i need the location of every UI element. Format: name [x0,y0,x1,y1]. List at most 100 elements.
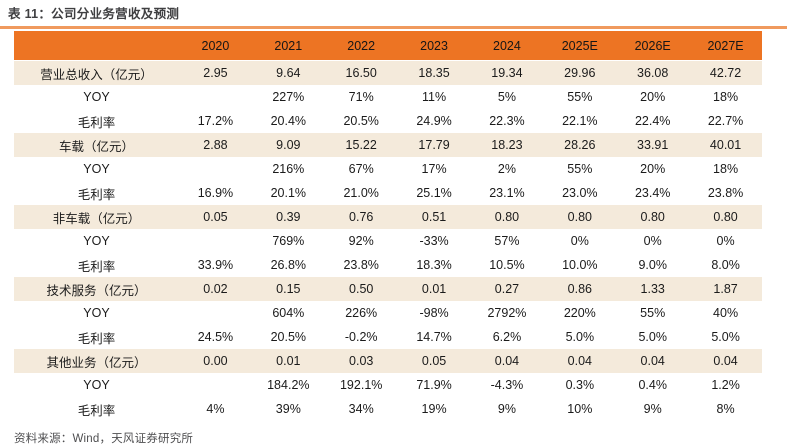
value-cell: 0.15 [251,277,325,301]
value-cell: 71.9% [416,378,452,392]
value-cell: 22.3% [489,114,525,128]
value-cell: 2792% [487,306,527,320]
value-cell: 23.1% [489,186,525,200]
value-cell: 55% [640,306,666,320]
value-cell: 23.8% [707,186,744,200]
row-label: 营业总收入（亿元） [14,60,179,85]
value-cell: 14.7% [416,330,452,344]
value-cell: 216% [272,162,305,176]
value-cell: 20.5% [343,114,379,128]
table-title: 表 11：公司分业务营收及预测 [8,7,180,21]
value-cell: 0.51 [397,205,471,229]
value-cell: 5.0% [565,330,595,344]
value-cell: 10.0% [562,258,598,272]
year-header-cell: 2021 [251,31,325,61]
value-cell: 0% [643,234,662,248]
year-header-cell: 2020 [179,31,252,61]
table-row: YOY 184.2% 192.1% 71.9% -4.3% 0.3% 0.4% 1.2% [14,373,762,397]
value-cell: 220% [563,306,596,320]
table-row: 毛利率 24.5% 20.5% -0.2% 14.7% 6.2% 5.0% 5.0% 5.0% [14,325,762,349]
table-row: 毛利率 17.2% 20.4% 20.5% 24.9% 22.3% 22.1% 22.4% 22… [14,109,762,133]
value-cell: 25.1% [416,186,452,200]
value-cell: 42.72 [689,60,762,85]
value-cell: 0.03 [324,349,398,373]
value-cell: 23.0% [562,186,598,200]
year-header-cell: 2023 [397,31,471,61]
value-cell: 20.5% [270,330,307,344]
value-cell: 0.39 [251,205,325,229]
value-cell: 0.02 [179,277,252,301]
value-cell: 769% [272,234,305,248]
value-cell: 0% [570,234,589,248]
value-cell: 2.88 [179,133,252,157]
value-cell: 0.01 [397,277,471,301]
value-cell: 17% [421,162,447,176]
forecast-table: 2020 2021 2022 2023 2024 2025E 2026E 2027E 营业总收… [14,31,762,421]
value-cell: 92% [348,234,374,248]
table-row: YOY 769% 92% -33% 57% 0% 0% 0% [14,229,762,253]
row-label: 毛利率 [77,259,116,274]
value-cell: 0.04 [616,349,690,373]
value-cell: 29.96 [543,60,617,85]
value-cell: 5% [497,90,516,104]
value-cell: 0.80 [616,205,690,229]
value-cell: 57% [494,234,520,248]
value-cell: 0.80 [543,205,617,229]
value-cell: 0.4% [638,378,667,392]
table-row: YOY 216% 67% 17% 2% 55% 20% 18% [14,157,762,181]
value-cell: 0.04 [470,349,544,373]
value-cell: 184.2% [267,378,310,392]
header-row: 2020 2021 2022 2023 2024 2025E 2026E 2027E [14,31,762,61]
value-cell: 18.3% [416,258,452,272]
source-note: 资料来源：Wind，天风证券研究所 [14,433,194,445]
value-cell [179,229,252,253]
value-cell: 67% [348,162,374,176]
year-header-cell: 2026E [616,31,690,61]
value-cell: 16.50 [324,60,398,85]
value-cell: 24.5% [197,330,234,344]
value-cell: 0.50 [324,277,398,301]
row-label: 其他业务（亿元） [14,349,179,373]
value-cell: 18% [713,162,739,176]
value-cell: 0.00 [179,349,252,373]
value-cell: -0.2% [344,330,378,344]
value-cell: 20% [640,90,666,104]
value-cell: 11% [422,90,447,104]
value-cell: 34% [348,402,374,416]
table-row: 非车载（亿元） 0.05 0.39 0.76 0.51 0.80 0.80 0.80 0.80 [14,205,762,229]
value-cell: 17.79 [397,133,471,157]
row-label: 毛利率 [77,115,116,130]
value-cell: 18.35 [397,60,471,85]
value-cell: 604% [272,306,305,320]
value-cell: 19% [421,402,447,416]
value-cell: 15.22 [324,133,398,157]
value-cell [179,373,252,397]
row-label: YOY [83,378,110,392]
row-label: YOY [83,234,110,248]
value-cell: 55% [567,90,593,104]
value-cell: 24.9% [416,114,452,128]
value-cell: 16.9% [197,186,234,200]
table-row: 营业总收入（亿元） 2.95 9.64 16.50 18.35 19.34 29.96 36.… [14,60,762,85]
value-cell: 227% [272,90,305,104]
value-cell: 21.0% [343,186,379,200]
value-cell: 23.4% [634,186,671,200]
value-cell: 28.26 [543,133,617,157]
value-cell: 26.8% [270,258,307,272]
value-cell: 9.0% [638,258,667,272]
table-header: 2020 2021 2022 2023 2024 2025E 2026E 2027E [14,31,762,61]
value-cell: 20.4% [270,114,307,128]
value-cell: 2% [497,162,516,176]
value-cell: 5.0% [638,330,667,344]
value-cell: 40.01 [689,133,762,157]
value-cell: 71% [348,90,374,104]
table-row: YOY 604% 226% -98% 2792% 220% 55% 40% [14,301,762,325]
value-cell: 18% [713,90,739,104]
value-cell: 0.80 [470,205,544,229]
table-container: 2020 2021 2022 2023 2024 2025E 2026E 2027E 营业总收… [14,31,787,421]
value-cell: 8.0% [711,258,740,272]
corner-cell [14,31,179,61]
table-row: 技术服务（亿元） 0.02 0.15 0.50 0.01 0.27 0.86 1.33 1.87 [14,277,762,301]
value-cell: 10% [567,402,593,416]
